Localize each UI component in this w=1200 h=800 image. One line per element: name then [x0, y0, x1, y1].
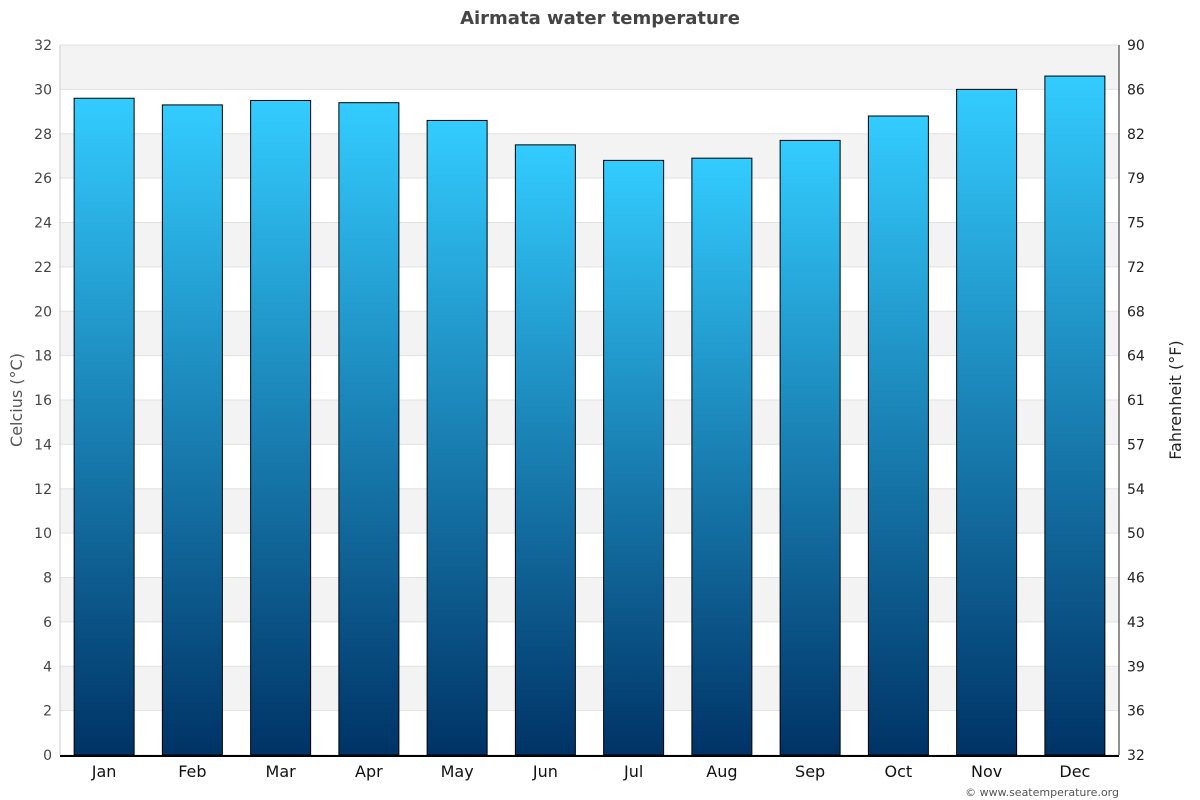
y-tick-label-right: 64 [1127, 349, 1145, 365]
bar-feb [161, 104, 223, 756]
y-axis-label-left: Celcius (°C) [7, 353, 26, 447]
y-tick-label-right: 86 [1127, 82, 1145, 98]
chart-title: Airmata water temperature [460, 8, 740, 29]
y-tick-label-left: 2 [43, 704, 52, 720]
x-tick-label: Mar [266, 762, 297, 781]
x-tick-label: Aug [706, 762, 737, 781]
bar-may [426, 119, 488, 756]
footer-credit: © www.seatemperature.org [965, 786, 1119, 799]
y-tick-label-left: 16 [34, 393, 52, 409]
y-tick-label-right: 39 [1127, 659, 1145, 675]
y-tick-label-left: 4 [43, 659, 52, 675]
y-tick-label-right: 61 [1127, 393, 1145, 409]
x-tick-label: Dec [1059, 762, 1090, 781]
y-axis-label-right: Fahrenheit (°F) [1166, 340, 1185, 459]
bar-jul [603, 159, 665, 756]
y-tick-label-right: 32 [1127, 748, 1145, 764]
y-tick-label-left: 28 [34, 127, 52, 143]
grid-band [60, 577, 1119, 622]
y-tick-label-right: 90 [1127, 38, 1145, 54]
grid-band [60, 45, 1119, 90]
y-tick-label-left: 30 [34, 82, 52, 98]
y-tick-label-right: 68 [1127, 304, 1145, 320]
bar-sep [779, 139, 841, 756]
y-tick-label-right: 75 [1127, 216, 1145, 232]
bar-mar [250, 99, 312, 756]
grid-band [60, 488, 1119, 534]
y-tick-label-right: 50 [1127, 526, 1145, 542]
x-tick-label: Oct [885, 762, 913, 781]
bar-nov [956, 88, 1018, 756]
x-tick-label: Sep [795, 762, 825, 781]
grid-band [60, 311, 1119, 356]
y-tick-label-left: 8 [43, 571, 52, 587]
y-tick-label-right: 54 [1127, 482, 1145, 498]
bar-oct [867, 115, 929, 756]
y-tick-label-left: 32 [34, 38, 52, 54]
y-tick-label-left: 12 [34, 482, 52, 498]
y-tick-label-left: 26 [34, 171, 52, 187]
bar-jun [514, 144, 576, 756]
y-tick-label-right: 82 [1127, 127, 1145, 143]
x-tick-label: Jul [623, 762, 643, 781]
y-tick-label-right: 43 [1127, 615, 1145, 631]
y-tick-label-left: 14 [34, 437, 52, 453]
grid-band [60, 222, 1119, 267]
x-tick-label: Jan [91, 762, 117, 781]
x-tick-label: Feb [178, 762, 206, 781]
grid-band [60, 133, 1119, 179]
y-tick-label-left: 24 [34, 216, 52, 232]
x-tick-label: Nov [971, 762, 1002, 781]
x-tick-label: Jun [532, 762, 558, 781]
bar-aug [691, 157, 753, 756]
grid-band [60, 666, 1119, 711]
bar-apr [338, 102, 400, 756]
bar-dec [1044, 75, 1106, 756]
y-tick-label-right: 79 [1127, 171, 1145, 187]
y-tick-label-left: 10 [34, 526, 52, 542]
y-tick-label-right: 72 [1127, 260, 1145, 276]
y-tick-label-left: 18 [34, 349, 52, 365]
y-tick-label-right: 46 [1127, 571, 1145, 587]
y-tick-label-left: 6 [43, 615, 52, 631]
y-tick-label-right: 57 [1127, 437, 1145, 453]
x-tick-label: Apr [355, 762, 383, 781]
y-tick-label-left: 22 [34, 260, 52, 276]
grid-band [60, 400, 1119, 445]
y-tick-label-right: 36 [1127, 704, 1145, 720]
y-tick-label-left: 20 [34, 304, 52, 320]
bar-jan [73, 97, 135, 756]
y-tick-label-left: 0 [43, 748, 52, 764]
x-tick-label: May [441, 762, 474, 781]
